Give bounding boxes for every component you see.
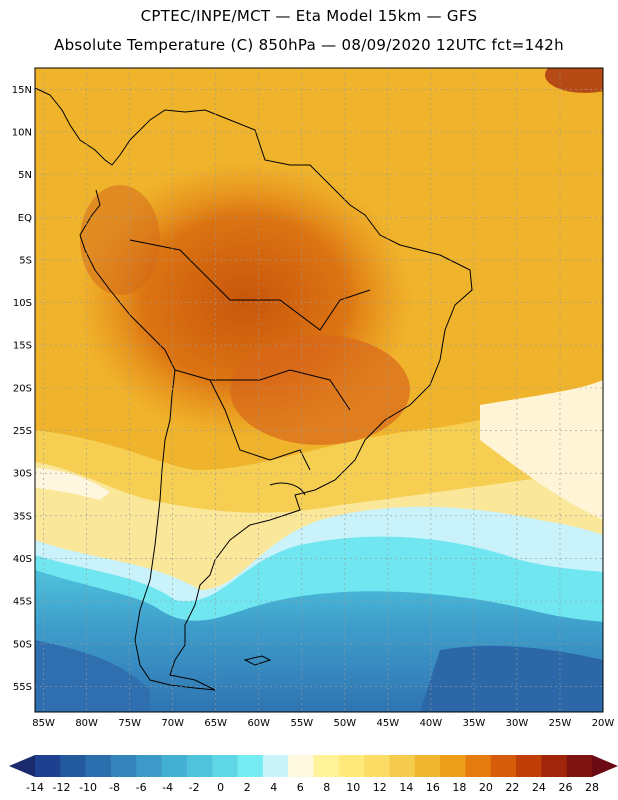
colorbar-cell bbox=[516, 755, 542, 777]
latitude-labels: 15N 10N 5N EQ 5S 10S 15S 20S 25S 30S 35S 40S 45S 50S 5… bbox=[12, 85, 32, 693]
colorbar-tick-label: 20 bbox=[479, 781, 493, 794]
title-line-1: CPTEC/INPE/MCT — Eta Model 15km — GFS bbox=[140, 7, 478, 25]
colorbar-cell bbox=[110, 755, 137, 777]
colorbar: -14 -12 -10 -8 -6 -4 -2 0 2 4 6 8 10 12 14 16 18 20 22 24 26… bbox=[9, 755, 618, 794]
border-central bbox=[174, 369, 351, 411]
colorbar-cell bbox=[288, 755, 314, 777]
lon-label: 80W bbox=[75, 718, 98, 729]
title-line-2: Absolute Temperature (C) 850hPa — 08/09/… bbox=[54, 36, 564, 54]
field-hot-west bbox=[80, 185, 160, 295]
colorbar-tick-label: 22 bbox=[505, 781, 519, 794]
colorbar-tick-label: 6 bbox=[297, 781, 304, 794]
lat-label: 40S bbox=[13, 554, 32, 565]
colorbar-tick-label: 14 bbox=[399, 781, 413, 794]
colorbar-cell bbox=[389, 755, 416, 777]
lon-label: 25W bbox=[549, 718, 572, 729]
lon-label: 45W bbox=[377, 718, 400, 729]
colorbar-cell bbox=[212, 755, 239, 777]
colorbar-tick-label: -4 bbox=[162, 781, 173, 794]
temperature-field bbox=[35, 68, 603, 712]
field-deep-blue-se bbox=[420, 645, 603, 712]
lat-label: 50S bbox=[13, 639, 32, 650]
rio-de-la-plata bbox=[269, 482, 306, 496]
colorbar-tick-label: 28 bbox=[585, 781, 599, 794]
gridlines bbox=[35, 68, 604, 712]
colorbar-tick-label: 24 bbox=[532, 781, 546, 794]
colorbar-cell bbox=[35, 755, 61, 777]
lat-label: 5S bbox=[19, 255, 32, 266]
border-north bbox=[129, 239, 371, 331]
colorbar-tick-label: 10 bbox=[346, 781, 360, 794]
lat-label: 15N bbox=[12, 85, 32, 96]
lat-label: 5N bbox=[18, 170, 32, 181]
lon-label: 35W bbox=[463, 718, 486, 729]
lat-label: 10S bbox=[13, 298, 32, 309]
lat-label: 30S bbox=[13, 469, 32, 480]
colorbar-cell bbox=[364, 755, 390, 777]
colorbar-cell bbox=[541, 755, 568, 777]
colorbar-cell bbox=[414, 755, 441, 777]
lat-label: 35S bbox=[13, 511, 32, 522]
lon-label: 55W bbox=[290, 718, 313, 729]
colorbar-cell bbox=[60, 755, 87, 777]
colorbar-cell bbox=[186, 755, 213, 777]
colorbar-tick-label: 16 bbox=[426, 781, 440, 794]
colorbar-cell bbox=[136, 755, 163, 777]
map-frame bbox=[34, 67, 604, 713]
falklands-outline bbox=[243, 655, 272, 666]
field-cream-patch-west bbox=[35, 468, 110, 500]
lon-label: 40W bbox=[420, 718, 443, 729]
colorbar-tick-label: 18 bbox=[452, 781, 466, 794]
colorbar-tick-label: -6 bbox=[136, 781, 147, 794]
lon-label: 85W bbox=[32, 718, 55, 729]
colorbar-tick-label: 26 bbox=[558, 781, 572, 794]
colorbar-cell bbox=[440, 755, 466, 777]
lon-label: 70W bbox=[161, 718, 184, 729]
colorbar-cell bbox=[490, 755, 517, 777]
colorbar-tick-label: 8 bbox=[323, 781, 330, 794]
lon-label: 60W bbox=[247, 718, 270, 729]
colorbar-tick-label: -14 bbox=[26, 781, 44, 794]
lat-label: 10N bbox=[12, 127, 32, 138]
colorbar-cell bbox=[237, 755, 264, 777]
colorbar-cell bbox=[465, 755, 492, 777]
colorbar-cell bbox=[338, 755, 365, 777]
lat-label: 55S bbox=[13, 682, 32, 693]
lon-label: 65W bbox=[204, 718, 227, 729]
lat-label: 25S bbox=[13, 426, 32, 437]
colorbar-tick-label: 0 bbox=[217, 781, 224, 794]
colorbar-tick-label: 4 bbox=[270, 781, 277, 794]
field-hot-south bbox=[230, 335, 410, 445]
lon-label: 30W bbox=[506, 718, 529, 729]
colorbar-under-arrow bbox=[9, 755, 35, 777]
lat-label: 45S bbox=[13, 597, 32, 608]
south-america-coast bbox=[34, 87, 473, 691]
lon-label: 50W bbox=[334, 718, 357, 729]
colorbar-tick-label: -2 bbox=[189, 781, 200, 794]
lat-label: 15S bbox=[13, 341, 32, 352]
colorbar-tick-label: -12 bbox=[53, 781, 71, 794]
lat-label: EQ bbox=[18, 213, 32, 224]
colorbar-tick-label: 12 bbox=[373, 781, 387, 794]
lon-label: 20W bbox=[592, 718, 615, 729]
colorbar-over-arrow bbox=[592, 755, 618, 777]
longitude-labels: 85W 80W 75W 70W 65W 60W 55W 50W 45W 40W 35W 30W 25W 2… bbox=[32, 718, 614, 729]
field-deep-blue-sw bbox=[35, 640, 150, 712]
colorbar-cell bbox=[566, 755, 593, 777]
colorbar-tick-label: -8 bbox=[109, 781, 120, 794]
colorbar-cell bbox=[262, 755, 289, 777]
colorbar-cell bbox=[85, 755, 112, 777]
lon-label: 75W bbox=[118, 718, 141, 729]
field-hot-northeast bbox=[545, 68, 603, 93]
field-cream-patch-east bbox=[480, 380, 603, 520]
colorbar-tick-label: 2 bbox=[244, 781, 251, 794]
colorbar-cell bbox=[161, 755, 188, 777]
lat-label: 20S bbox=[13, 383, 32, 394]
colorbar-cell bbox=[313, 755, 340, 777]
colorbar-tick-label: -10 bbox=[79, 781, 97, 794]
